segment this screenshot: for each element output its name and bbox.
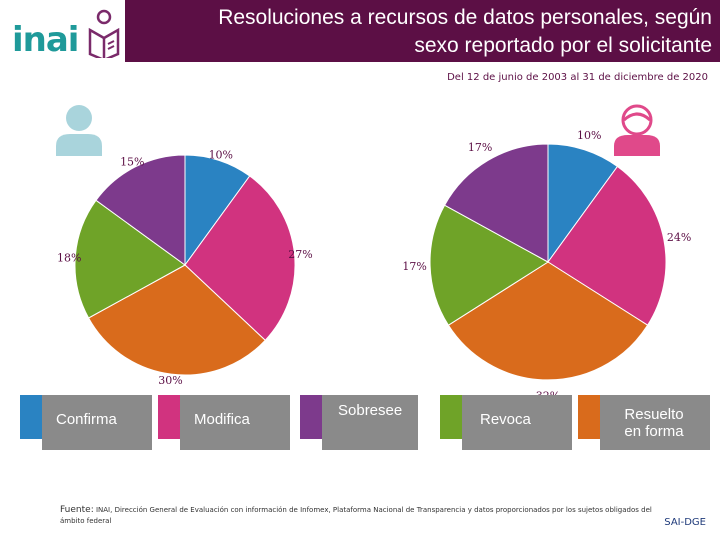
pie-label-male-resuelto-en-forma: 30% [158, 374, 182, 387]
legend-label-resuelto-en-forma: Resuelto en forma [624, 406, 684, 440]
logo-text: inai [12, 20, 79, 60]
pie-slice-female-confirma [547, 143, 619, 264]
female-avatar-icon [614, 104, 660, 156]
pie-label-female-modifica: 24% [667, 231, 691, 244]
source-text: INAI, Dirección General de Evaluación co… [60, 506, 652, 525]
legend-item-revoca [462, 395, 572, 450]
legend-item-confirma [42, 395, 152, 450]
reader-book-icon [88, 9, 120, 58]
legend-item-resuelto-en-forma [600, 395, 710, 450]
page-title-line-1: Resoluciones a recursos de datos persona… [218, 6, 712, 29]
pie-label-female-confirma: 10% [577, 129, 601, 142]
pie-chart-male: 10% 27% 30% 18% 15% [57, 149, 313, 387]
pie-label-female-revoca: 17% [402, 260, 426, 273]
pie-slice-female-revoca [429, 204, 549, 326]
date-range: Del 12 de junio de 2003 al 31 de diciemb… [447, 72, 708, 83]
legend-label-confirma: Confirma [56, 411, 117, 428]
source-note: Fuente: INAI, Dirección General de Evalu… [60, 505, 670, 527]
title-banner: Resoluciones a recursos de datos persona… [125, 0, 720, 62]
inai-logo: inai [10, 8, 122, 60]
pie-slice-male-sobresee [95, 154, 186, 266]
legend-swatch-modifica [158, 395, 180, 439]
pie-slice-male-resuelto-en-forma [87, 264, 266, 376]
page-title: Resoluciones a recursos de datos persona… [132, 4, 712, 60]
pie-chart-female: 10%24%32%17%17% [402, 129, 691, 402]
pie-slice-female-modifica [547, 165, 667, 326]
pie-label-male-modifica: 27% [288, 248, 312, 261]
legend-label-revoca: Revoca [480, 411, 531, 428]
legend-label-modifica: Modifica [194, 411, 250, 428]
pie-label-male-confirma: 10% [209, 149, 233, 162]
legend-swatch-revoca [440, 395, 462, 439]
pie-slice-female-sobresee [443, 143, 549, 263]
source-prefix: Fuente: [60, 505, 94, 515]
pie-label-male-revoca: 18% [57, 252, 81, 265]
legend-swatch-confirma [20, 395, 42, 439]
pie-slice-male-modifica [184, 175, 296, 342]
legend-item-modifica [180, 395, 290, 450]
male-avatar-icon [56, 105, 102, 156]
footer-tag: SAI-DGE [664, 517, 706, 528]
legend-swatch-resuelto-en-forma [578, 395, 600, 439]
legend-swatch-sobresee [300, 395, 322, 439]
legend-item-sobresee [322, 395, 418, 450]
pie-label-male-sobresee: 15% [120, 156, 144, 169]
legend-label-sobresee: Sobresee [338, 402, 403, 419]
pie-slice-male-revoca [74, 199, 186, 319]
page-title-line-2: sexo reportado por el solicitante [414, 34, 712, 57]
pie-slice-female-resuelto-en-forma [447, 261, 649, 381]
pie-label-female-sobresee: 17% [468, 141, 492, 154]
